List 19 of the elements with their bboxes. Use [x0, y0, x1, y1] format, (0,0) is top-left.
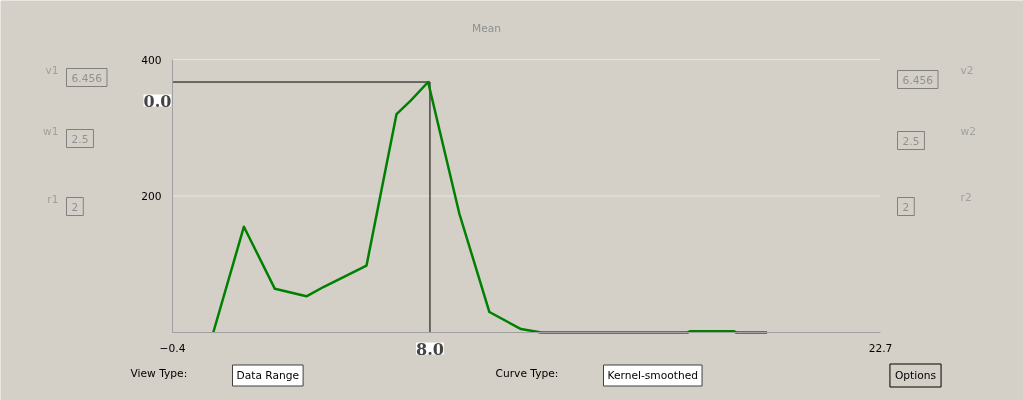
- line-series: [212, 80, 769, 334]
- text: Data Range: [236, 369, 300, 382]
- x-tick-label: 22.7: [868, 341, 893, 355]
- text: 6.456: [71, 71, 103, 85]
- text: 2.5: [71, 132, 89, 146]
- ref-line-label: 8.0: [416, 339, 444, 359]
- text: Curve Type:: [495, 367, 559, 380]
- text: 6.456: [902, 73, 934, 87]
- text: 2.5: [902, 134, 920, 148]
- text: View Type:: [130, 367, 188, 380]
- text: Kernel-smoothed: [607, 369, 699, 382]
- text: 2: [71, 200, 79, 214]
- x-tick-label: −0.4: [159, 341, 186, 355]
- chart-title: Mean: [471, 22, 502, 35]
- y-tick-label: 200: [141, 190, 162, 203]
- text: Options: [894, 369, 937, 382]
- text: 2: [902, 200, 910, 214]
- y-tick-label: 400: [141, 53, 162, 67]
- text: 0.0: [143, 91, 172, 111]
